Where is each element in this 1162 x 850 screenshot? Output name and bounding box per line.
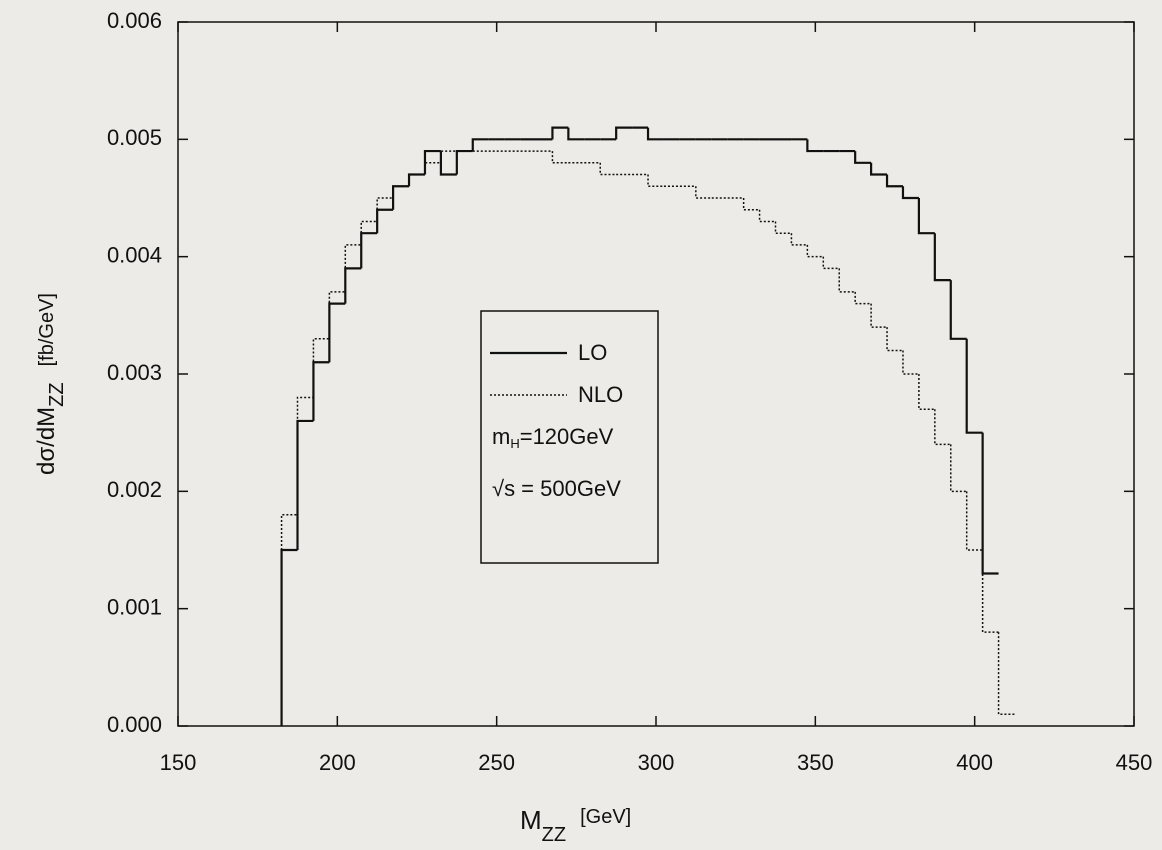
annotation-rest: =120GeV bbox=[520, 424, 614, 449]
histogram-step bbox=[423, 149, 441, 175]
histogram-step bbox=[471, 138, 489, 152]
histogram-step bbox=[296, 419, 314, 550]
histogram-step bbox=[838, 268, 856, 293]
histogram-step bbox=[918, 374, 935, 410]
histogram-step bbox=[439, 151, 457, 176]
y-label-unit: [fb/GeV] bbox=[36, 293, 58, 366]
y-tick-label: 0.000 bbox=[107, 712, 162, 737]
histogram-step bbox=[407, 173, 425, 187]
histogram-step bbox=[567, 127, 585, 141]
legend-label: NLO bbox=[578, 382, 623, 407]
histogram-step bbox=[312, 361, 330, 421]
histogram-step bbox=[408, 173, 425, 187]
annotation-main: m bbox=[492, 424, 510, 449]
histogram-step bbox=[950, 444, 967, 493]
histogram-step bbox=[328, 302, 346, 363]
histogram-step bbox=[392, 185, 410, 210]
x-tick-label: 300 bbox=[638, 750, 675, 775]
histogram-step bbox=[296, 396, 314, 515]
histogram-step bbox=[312, 338, 330, 398]
histogram-step bbox=[885, 174, 903, 188]
histogram-step bbox=[949, 280, 967, 340]
histogram-step bbox=[790, 233, 808, 246]
legend-box bbox=[480, 310, 659, 564]
y-tick-label: 0.005 bbox=[107, 125, 162, 150]
histogram-step bbox=[455, 149, 473, 175]
histogram-step bbox=[376, 208, 394, 234]
histogram-step bbox=[599, 162, 617, 176]
histogram-step bbox=[965, 338, 983, 434]
x-tick-label: 200 bbox=[319, 750, 356, 775]
x-label-sub: ZZ bbox=[542, 824, 566, 846]
x-label-main: M bbox=[520, 805, 542, 835]
y-tick-label: 0.004 bbox=[107, 242, 162, 267]
histogram-step bbox=[280, 514, 298, 726]
histogram-step bbox=[695, 186, 712, 199]
histogram-step bbox=[997, 632, 1015, 716]
histogram-step bbox=[615, 126, 633, 140]
y-axis-label: dσ/dMZZ [fb/GeV] bbox=[33, 293, 68, 475]
histogram-step bbox=[440, 150, 457, 163]
histogram-step bbox=[806, 139, 824, 153]
histogram-step bbox=[360, 232, 378, 269]
histogram-step bbox=[886, 327, 903, 352]
y-tick-label: 0.003 bbox=[107, 360, 162, 385]
histogram-step bbox=[551, 151, 569, 164]
annotation-sub: H bbox=[510, 436, 519, 451]
histogram-step bbox=[870, 162, 888, 176]
histogram-step bbox=[344, 244, 362, 292]
histogram-step bbox=[551, 126, 569, 140]
histogram-step bbox=[981, 432, 999, 575]
histogram-step bbox=[854, 291, 872, 305]
x-tick-label: 450 bbox=[1116, 750, 1153, 775]
histogram-step bbox=[870, 303, 888, 328]
y-label-main: dσ/dM bbox=[33, 407, 60, 475]
histogram-step bbox=[328, 291, 346, 339]
y-tick-label: 0.001 bbox=[107, 594, 162, 619]
histogram-step bbox=[806, 244, 824, 258]
plot-frame bbox=[177, 21, 1135, 727]
y-label-sub: ZZ bbox=[46, 382, 68, 406]
histogram-step bbox=[934, 409, 951, 446]
y-tick-label: 0.002 bbox=[107, 477, 162, 502]
histogram-step bbox=[742, 198, 760, 211]
histogram-step bbox=[646, 127, 664, 141]
legend-label: LO bbox=[578, 340, 607, 365]
histogram-step bbox=[392, 185, 410, 198]
histogram-step bbox=[917, 198, 935, 235]
histogram-step bbox=[965, 491, 983, 551]
annotation: √s = 500GeV bbox=[492, 476, 621, 501]
annotation: mH=120GeV bbox=[492, 424, 614, 452]
histogram-step bbox=[424, 162, 441, 175]
histogram-step bbox=[902, 350, 919, 375]
y-tick-label: 0.006 bbox=[107, 8, 162, 33]
histogram-step bbox=[344, 267, 362, 304]
histogram-step bbox=[774, 221, 792, 234]
histogram-step bbox=[280, 548, 298, 726]
x-tick-label: 150 bbox=[160, 750, 197, 775]
x-axis-label: MZZ [GeV] bbox=[520, 805, 631, 846]
histogram-step bbox=[854, 151, 872, 164]
x-tick-label: 250 bbox=[478, 750, 515, 775]
x-tick-label: 350 bbox=[797, 750, 834, 775]
histogram-step bbox=[822, 256, 840, 270]
histogram-step bbox=[647, 174, 664, 188]
histogram-step bbox=[933, 233, 951, 282]
x-label-unit: [GeV] bbox=[580, 806, 631, 828]
histogram-step bbox=[758, 209, 776, 223]
histogram-step bbox=[901, 186, 919, 200]
histogram-step bbox=[981, 550, 999, 633]
x-tick-label: 400 bbox=[956, 750, 993, 775]
